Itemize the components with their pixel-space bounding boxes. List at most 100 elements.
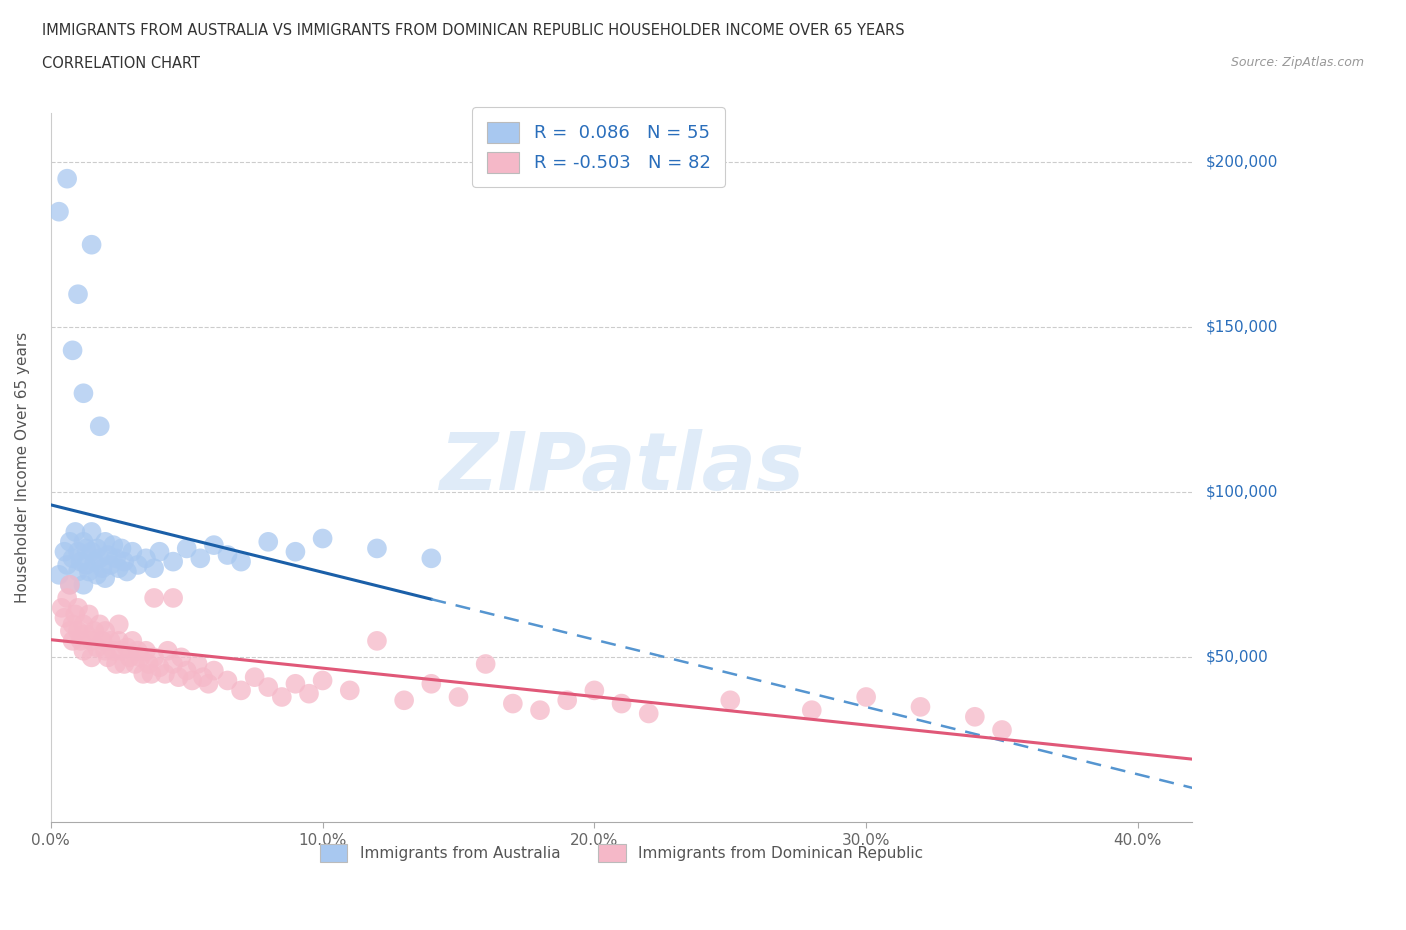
Text: $150,000: $150,000 <box>1206 320 1278 335</box>
Point <box>229 554 252 569</box>
Point <box>80 525 103 539</box>
Point <box>91 633 114 648</box>
Point <box>107 633 129 648</box>
Point <box>129 650 152 665</box>
Point <box>138 657 160 671</box>
Point <box>202 663 225 678</box>
Point <box>94 644 117 658</box>
Point <box>97 650 120 665</box>
Point <box>502 697 524 711</box>
Point <box>100 633 122 648</box>
Point <box>167 670 190 684</box>
Point <box>366 541 388 556</box>
Point <box>86 640 108 655</box>
Point <box>121 633 143 648</box>
Point <box>75 541 97 556</box>
Point <box>143 561 166 576</box>
Point <box>91 561 114 576</box>
Point <box>94 571 117 586</box>
Point <box>339 683 361 698</box>
Y-axis label: Householder Income Over 65 years: Householder Income Over 65 years <box>15 332 30 604</box>
Point <box>963 710 986 724</box>
Point <box>69 633 91 648</box>
Point <box>284 676 307 691</box>
Point <box>132 667 155 682</box>
Point <box>86 567 108 582</box>
Point <box>170 650 193 665</box>
Point <box>59 578 82 592</box>
Point <box>94 535 117 550</box>
Point <box>62 617 84 631</box>
Legend: Immigrants from Australia, Immigrants from Dominican Republic: Immigrants from Australia, Immigrants fr… <box>314 838 929 868</box>
Point <box>107 617 129 631</box>
Point <box>72 386 94 401</box>
Point <box>270 689 292 704</box>
Point <box>115 565 138 579</box>
Point <box>51 601 73 616</box>
Point <box>141 667 163 682</box>
Point <box>77 565 100 579</box>
Point <box>637 706 659 721</box>
Point <box>217 673 239 688</box>
Point <box>62 551 84 565</box>
Point <box>80 633 103 648</box>
Point <box>72 617 94 631</box>
Text: IMMIGRANTS FROM AUSTRALIA VS IMMIGRANTS FROM DOMINICAN REPUBLIC HOUSEHOLDER INCO: IMMIGRANTS FROM AUSTRALIA VS IMMIGRANTS … <box>42 23 905 38</box>
Point <box>83 623 105 638</box>
Point <box>188 551 211 565</box>
Point <box>56 557 79 572</box>
Point <box>86 541 108 556</box>
Point <box>135 551 157 565</box>
Point <box>311 673 333 688</box>
Point <box>257 680 280 695</box>
Point <box>229 683 252 698</box>
Point <box>148 544 170 559</box>
Point <box>89 617 111 631</box>
Point <box>65 525 87 539</box>
Point <box>107 561 129 576</box>
Point <box>110 541 132 556</box>
Point <box>257 535 280 550</box>
Point <box>197 676 219 691</box>
Point <box>103 644 125 658</box>
Point <box>143 650 166 665</box>
Text: $200,000: $200,000 <box>1206 154 1278 169</box>
Point <box>56 171 79 186</box>
Point <box>718 693 741 708</box>
Point <box>910 699 932 714</box>
Point <box>77 607 100 622</box>
Point <box>66 623 89 638</box>
Point <box>118 650 141 665</box>
Point <box>529 703 551 718</box>
Point <box>162 657 184 671</box>
Point <box>66 565 89 579</box>
Point <box>202 538 225 552</box>
Point <box>83 554 105 569</box>
Point <box>392 693 415 708</box>
Point <box>420 676 443 691</box>
Point <box>80 650 103 665</box>
Point <box>56 591 79 605</box>
Point <box>162 554 184 569</box>
Point <box>121 544 143 559</box>
Point <box>105 551 128 565</box>
Point <box>94 623 117 638</box>
Text: Source: ZipAtlas.com: Source: ZipAtlas.com <box>1230 56 1364 69</box>
Point <box>62 633 84 648</box>
Point <box>53 544 76 559</box>
Point <box>191 670 214 684</box>
Point <box>72 535 94 550</box>
Point <box>162 591 184 605</box>
Point <box>135 644 157 658</box>
Point <box>610 697 633 711</box>
Point <box>62 343 84 358</box>
Point <box>72 578 94 592</box>
Point <box>112 554 135 569</box>
Point <box>59 623 82 638</box>
Point <box>800 703 823 718</box>
Point <box>298 686 321 701</box>
Point <box>66 286 89 301</box>
Point <box>143 591 166 605</box>
Point <box>97 548 120 563</box>
Point <box>110 644 132 658</box>
